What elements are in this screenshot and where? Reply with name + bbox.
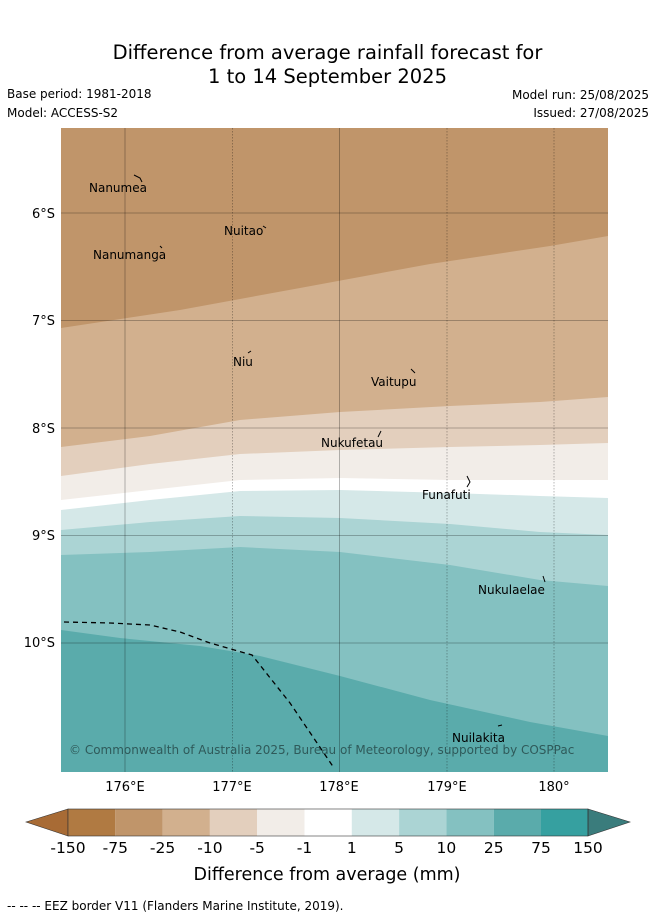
place-label-nuitao: Nuitao	[224, 224, 263, 238]
lat-tick: 10°S	[24, 636, 55, 651]
nukulaelae-island-icon	[542, 575, 546, 583]
nuilakita-island-icon	[497, 724, 503, 727]
place-label-niu: Niu	[233, 355, 253, 369]
colorbar-swatch	[446, 809, 494, 836]
funafuti-island-icon	[466, 475, 471, 488]
rainfall-map: Nanumea Nuitao Nanumanga Niu Vaitupu Nuk…	[61, 128, 608, 772]
nanumea-island-icon	[133, 174, 143, 183]
base-period-text: Base period: 1981-2018	[7, 87, 152, 101]
colorbar-tick: -150	[50, 839, 85, 857]
copyright-text: © Commonwealth of Australia 2025, Bureau…	[69, 743, 574, 757]
colorbar-swatch	[351, 809, 400, 836]
colorbar-swatch	[399, 809, 447, 836]
colorbar-swatch	[68, 809, 116, 836]
lon-tick: 180°	[538, 780, 569, 795]
colorbar-tick: 75	[531, 839, 551, 857]
colorbar-swatch	[209, 809, 258, 836]
colorbar-swatch	[257, 809, 305, 836]
lon-tick: 177°E	[212, 780, 252, 795]
colorbar-tick: -25	[150, 839, 175, 857]
place-label-nuilakita: Nuilakita	[452, 731, 505, 745]
colorbar-tick: 1	[347, 839, 357, 857]
colorbar-tick: -1	[297, 839, 312, 857]
colorbar-tick: -10	[197, 839, 222, 857]
colorbar-swatch	[304, 809, 352, 836]
nanumanga-island-icon	[159, 245, 163, 249]
eez-legend-note: -- -- -- EEZ border V11 (Flanders Marine…	[7, 899, 344, 913]
place-label-nanumea: Nanumea	[89, 181, 147, 195]
lat-tick: 9°S	[32, 529, 55, 544]
colorbar-swatch	[115, 809, 163, 836]
lat-tick: 8°S	[32, 422, 55, 437]
colorbar-tick: 150	[573, 839, 603, 857]
colorbar-tick: 10	[437, 839, 457, 857]
colorbar-tick: -5	[249, 839, 264, 857]
colorbar-swatch	[162, 809, 210, 836]
lon-tick: 178°E	[319, 780, 359, 795]
colorbar-swatch	[493, 809, 541, 836]
place-label-nanumanga: Nanumanga	[93, 248, 166, 262]
place-label-vaitupu: Vaitupu	[371, 375, 417, 389]
place-label-funafuti: Funafuti	[422, 488, 471, 502]
niu-island-icon	[247, 350, 252, 354]
colorbar-tick: 25	[484, 839, 504, 857]
band-plus75	[61, 630, 608, 772]
colorbar-tick: 5	[394, 839, 404, 857]
colorbar-right-arrow	[587, 808, 631, 837]
model-text: Model: ACCESS-S2	[7, 106, 119, 120]
colorbar-label: Difference from average (mm)	[193, 865, 460, 885]
lon-tick: 179°E	[427, 780, 467, 795]
vaitupu-island-icon	[410, 368, 416, 374]
model-run-text: Model run: 25/08/2025	[511, 88, 649, 102]
map-title-line1: Difference from average rainfall forecas…	[112, 41, 543, 64]
lat-tick: 6°S	[32, 207, 55, 222]
island-shapes	[133, 174, 546, 727]
issued-text: Issued: 27/08/2025	[533, 106, 649, 120]
lat-tick-labels: 6°S 7°S 8°S 9°S 10°S	[24, 207, 55, 651]
lon-tick: 176°E	[105, 780, 145, 795]
nukufetau-island-icon	[377, 430, 382, 438]
nuitao-island-icon	[262, 225, 267, 229]
colorbar-left-arrow	[25, 808, 69, 837]
map-title-line2: 1 to 14 September 2025	[208, 65, 447, 88]
lat-tick: 7°S	[32, 314, 55, 329]
graticule	[61, 128, 608, 772]
place-label-nukufetau: Nukufetau	[321, 436, 383, 450]
lon-tick-labels: 176°E 177°E 178°E 179°E 180°	[105, 780, 569, 795]
colorbar-tick: -75	[103, 839, 128, 857]
colorbar: -150 -75 -25 -10 -5 -1 1 5 10 25 75 150 …	[25, 808, 631, 885]
colorbar-swatch	[541, 809, 588, 836]
place-label-nukulaelae: Nukulaelae	[478, 583, 545, 597]
eez-border-line	[63, 621, 335, 769]
